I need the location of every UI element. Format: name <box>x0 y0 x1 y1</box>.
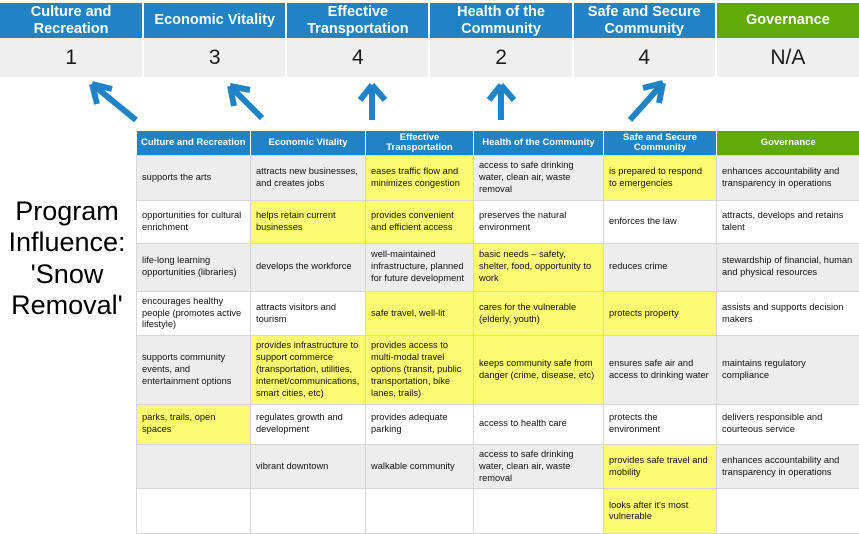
arrow-economic-vitality <box>230 86 262 118</box>
matrix-cell: helps retain current businesses <box>251 200 366 243</box>
matrix-header-safe-and-secure-community: Safe and Secure Community <box>604 131 717 156</box>
arrow-safe-and-secure-community <box>630 83 663 120</box>
matrix-cell: supports community events, and entertain… <box>137 336 251 404</box>
matrix-cell: maintains regulatory compliance <box>717 336 859 404</box>
scorecard-header-safe-and-secure-community: Safe and Secure Community <box>573 3 716 38</box>
matrix-cell: stewardship of financial, human and phys… <box>717 243 859 291</box>
scorecard-score-health-of-the-community: 2 <box>429 38 572 77</box>
table-row: parks, trails, open spaces regulates gro… <box>137 404 859 444</box>
scorecard-score-safe-and-secure-community: 4 <box>573 38 716 77</box>
matrix-header-culture-and-recreation: Culture and Recreation <box>137 131 251 156</box>
matrix-cell: parks, trails, open spaces <box>137 404 251 444</box>
matrix-cell: provides adequate parking <box>366 404 474 444</box>
matrix-cell <box>137 444 251 489</box>
matrix-cell: cares for the vulnerable (elderly, youth… <box>474 291 604 336</box>
matrix-cell: vibrant downtown <box>251 444 366 489</box>
scorecard-score-governance: N/A <box>716 38 859 77</box>
influence-matrix-table: Culture and Recreation Economic Vitality… <box>136 131 859 534</box>
influence-matrix: Culture and Recreation Economic Vitality… <box>136 131 859 534</box>
scorecard-header-economic-vitality: Economic Vitality <box>143 3 286 38</box>
matrix-cell: enhances accountability and transparency… <box>717 444 859 489</box>
scorecard-score-row: 1 3 4 2 4 N/A <box>0 38 859 77</box>
matrix-cell: enforces the law <box>604 200 717 243</box>
matrix-cell: provides safe travel and mobility <box>604 444 717 489</box>
matrix-cell: is prepared to respond to emergencies <box>604 156 717 201</box>
matrix-cell: attracts visitors and tourism <box>251 291 366 336</box>
matrix-cell: supports the arts <box>137 156 251 201</box>
page-title: Program Influence: 'Snow Removal' <box>2 196 132 321</box>
table-row: looks after it's most vulnerable <box>137 489 859 534</box>
arrow-group <box>0 78 859 133</box>
matrix-cell <box>717 489 859 534</box>
matrix-header-governance: Governance <box>717 131 859 156</box>
matrix-cell: encourages healthy people (promotes acti… <box>137 291 251 336</box>
matrix-header-health-of-the-community: Health of the Community <box>474 131 604 156</box>
matrix-cell: access to health care <box>474 404 604 444</box>
matrix-cell: looks after it's most vulnerable <box>604 489 717 534</box>
matrix-header-economic-vitality: Economic Vitality <box>251 131 366 156</box>
matrix-cell: assists and supports decision makers <box>717 291 859 336</box>
scorecard-table: Culture and Recreation Economic Vitality… <box>0 3 859 77</box>
scorecard-header-culture-and-recreation: Culture and Recreation <box>0 3 143 38</box>
scorecard-header-health-of-the-community: Health of the Community <box>429 3 572 38</box>
table-row: life-long learning opportunities (librar… <box>137 243 859 291</box>
matrix-cell: protects the environment <box>604 404 717 444</box>
scorecard-header-governance: Governance <box>716 3 859 38</box>
matrix-cell: enhances accountability and transparency… <box>717 156 859 201</box>
matrix-cell: preserves the natural environment <box>474 200 604 243</box>
matrix-cell: keeps community safe from danger (crime,… <box>474 336 604 404</box>
arrow-culture-and-recreation <box>92 84 136 120</box>
scorecard-score-effective-transportation: 4 <box>286 38 429 77</box>
matrix-cell: well-maintained infrastructure, planned … <box>366 243 474 291</box>
matrix-header-effective-transportation: Effective Transportation <box>366 131 474 156</box>
matrix-cell: opportunities for cultural enrichment <box>137 200 251 243</box>
matrix-cell: attracts new businesses, and creates job… <box>251 156 366 201</box>
matrix-cell: attracts, develops and retains talent <box>717 200 859 243</box>
matrix-cell <box>474 489 604 534</box>
matrix-cell: regulates growth and development <box>251 404 366 444</box>
matrix-cell <box>137 489 251 534</box>
matrix-cell: develops the workforce <box>251 243 366 291</box>
matrix-header-row: Culture and Recreation Economic Vitality… <box>137 131 859 156</box>
scorecard-score-economic-vitality: 3 <box>143 38 286 77</box>
table-row: supports the arts attracts new businesse… <box>137 156 859 201</box>
table-row: opportunities for cultural enrichment he… <box>137 200 859 243</box>
matrix-cell: eases traffic flow and minimizes congest… <box>366 156 474 201</box>
matrix-cell <box>366 489 474 534</box>
table-row: vibrant downtown walkable community acce… <box>137 444 859 489</box>
matrix-cell: protects property <box>604 291 717 336</box>
matrix-cell: access to safe drinking water, clean air… <box>474 444 604 489</box>
matrix-cell: provides access to multi-modal travel op… <box>366 336 474 404</box>
matrix-cell: provides infrastructure to support comme… <box>251 336 366 404</box>
arrow-health-of-the-community <box>489 85 514 120</box>
matrix-cell: ensures safe air and access to drinking … <box>604 336 717 404</box>
matrix-cell: provides convenient and efficient access <box>366 200 474 243</box>
scorecard-score-culture-and-recreation: 1 <box>0 38 143 77</box>
matrix-cell: access to safe drinking water, clean air… <box>474 156 604 201</box>
arrow-effective-transportation <box>360 85 385 120</box>
matrix-cell: walkable community <box>366 444 474 489</box>
scorecard-summary: Culture and Recreation Economic Vitality… <box>0 3 859 77</box>
matrix-cell: reduces crime <box>604 243 717 291</box>
matrix-cell: life-long learning opportunities (librar… <box>137 243 251 291</box>
matrix-cell <box>251 489 366 534</box>
scorecard-header-row: Culture and Recreation Economic Vitality… <box>0 3 859 38</box>
table-row: encourages healthy people (promotes acti… <box>137 291 859 336</box>
table-row: supports community events, and entertain… <box>137 336 859 404</box>
matrix-cell: safe travel, well-lit <box>366 291 474 336</box>
scorecard-header-effective-transportation: Effective Transportation <box>286 3 429 38</box>
matrix-cell: basic needs – safety, shelter, food, opp… <box>474 243 604 291</box>
matrix-cell: delivers responsible and courteous servi… <box>717 404 859 444</box>
